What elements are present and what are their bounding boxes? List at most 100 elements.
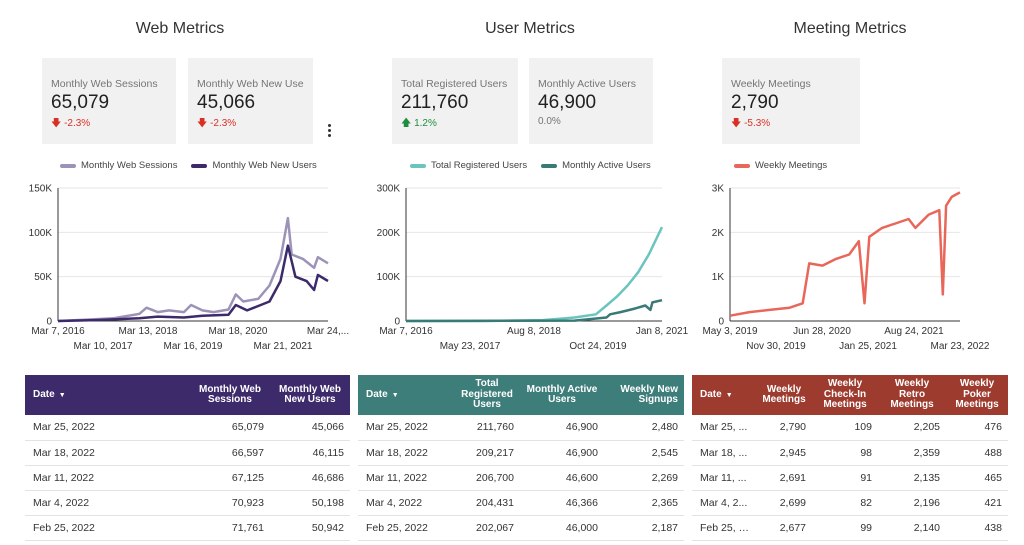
column-header[interactable]: Total Registered Users: [461, 378, 513, 411]
x-tick-label: May 23, 2017: [440, 341, 501, 352]
legend-item[interactable]: Total Registered Users: [410, 160, 527, 171]
scorecard-active-users[interactable]: Monthly Active Users 46,900 0.0%: [529, 58, 653, 144]
arrow-down-icon: 🡇: [51, 118, 62, 129]
table-cell: 2,677: [756, 515, 812, 541]
table-row[interactable]: Mar 18, 2022 66,597 46,115: [25, 440, 350, 466]
table-cell-date: Feb 25, 2...: [692, 515, 756, 541]
x-tick-label: Oct 24, 2019: [569, 341, 627, 352]
table-cell: 45,066: [270, 415, 350, 441]
legend-swatch: [191, 163, 208, 168]
column-header-date[interactable]: Date ▼: [33, 388, 66, 400]
table-cell: 2,699: [756, 490, 812, 516]
table-row[interactable]: Mar 18, ... 2,945 98 2,359 488: [692, 440, 1008, 466]
x-tick-label: Mar 23, 2022: [931, 341, 990, 352]
table-row[interactable]: Mar 25, ... 2,790 109 2,205 476: [692, 415, 1008, 441]
user-metrics-chart[interactable]: 0 100K 200K 300K Mar 7, 2016 Aug 8, 2018 Jan 8…: [360, 178, 689, 358]
legend-item[interactable]: Weekly Meetings: [734, 160, 827, 171]
scorecard-value: 65,079: [51, 92, 110, 113]
column-header[interactable]: Weekly New Signups: [620, 383, 678, 405]
column-header[interactable]: Monthly Web Sessions: [198, 383, 262, 405]
table-cell: 46,600: [520, 465, 604, 491]
scorecard-delta: 🡇 -2.3%: [197, 118, 237, 129]
table-cell-date: Mar 25, 2022: [25, 415, 190, 441]
legend-swatch: [734, 163, 750, 168]
table-cell-date: Mar 18, 2022: [25, 440, 190, 466]
series-line-1[interactable]: [405, 298, 663, 323]
table-row[interactable]: Mar 4, 2022 204,431 46,366 2,365: [358, 490, 684, 516]
web-metrics-chart[interactable]: 0 50K 100K 150K Mar 7, 2016 Mar 13, 2018 Mar 1…: [0, 178, 350, 358]
table-cell-date: Mar 25, 2022: [358, 415, 454, 441]
x-tick-label: Aug 24, 2021: [884, 326, 944, 337]
table-cell: 2,365: [604, 490, 684, 516]
sort-desc-icon[interactable]: ▼: [58, 391, 66, 399]
table-cell: 2,545: [604, 440, 684, 466]
table-cell: 421: [946, 490, 1008, 516]
x-tick-label: Mar 18, 2020: [209, 326, 268, 337]
table-cell-date: Mar 4, 2...: [692, 490, 756, 516]
table-row[interactable]: Mar 25, 2022 211,760 46,900 2,480: [358, 415, 684, 441]
table-row[interactable]: Mar 11, 2022 67,125 46,686: [25, 465, 350, 491]
table-cell: 46,000: [520, 515, 604, 541]
table-cell: 99: [812, 515, 878, 541]
web-metrics-table: Date ▼ Monthly Web Sessions Monthly Web N…: [25, 375, 350, 541]
table-row[interactable]: Mar 25, 2022 65,079 45,066: [25, 415, 350, 441]
table-row[interactable]: Feb 25, 2... 2,677 99 2,140 438: [692, 515, 1008, 541]
more-options-icon[interactable]: [328, 124, 332, 139]
column-header[interactable]: Weekly Poker Meetings: [955, 378, 999, 411]
legend-item[interactable]: Monthly Active Users: [541, 160, 651, 171]
scorecard-label: Monthly Active Users: [538, 78, 637, 90]
scorecard-registered-users[interactable]: Total Registered Users 211,760 🡅 1.2%: [392, 58, 518, 144]
meeting-metrics-table: Date ▼ Weekly Meetings Weekly Check-In Me…: [692, 375, 1008, 541]
scorecard-weekly-meetings[interactable]: Weekly Meetings 2,790 🡇 -5.3%: [722, 58, 860, 144]
meeting-metrics-chart[interactable]: 0 1K 2K 3K May 3, 2019 Jun 28, 2020 Aug 24, 20…: [690, 178, 1020, 358]
table-row[interactable]: Mar 4, 2... 2,699 82 2,196 421: [692, 490, 1008, 516]
table-row[interactable]: Feb 25, 2022 71,761 50,942: [25, 515, 350, 541]
column-header-date[interactable]: Date ▼: [700, 388, 733, 400]
y-tick-label: 1K: [712, 272, 725, 283]
legend-item[interactable]: Monthly Web New Users: [191, 160, 317, 171]
table-row[interactable]: Mar 11, ... 2,691 91 2,135 465: [692, 465, 1008, 491]
column-header[interactable]: Weekly Retro Meetings: [890, 378, 934, 411]
table-cell: 209,217: [454, 440, 520, 466]
table-cell: 82: [812, 490, 878, 516]
y-tick-label: 0: [718, 317, 724, 328]
column-header[interactable]: Weekly Meetings: [762, 383, 806, 405]
sort-desc-icon[interactable]: ▼: [391, 391, 399, 399]
scorecard-delta: 🡇 -5.3%: [731, 118, 771, 129]
table-cell: 2,140: [878, 515, 946, 541]
y-tick-label: 3K: [712, 184, 725, 195]
table-cell: 488: [946, 440, 1008, 466]
column-header-date[interactable]: Date ▼: [366, 388, 399, 400]
sort-desc-icon[interactable]: ▼: [725, 391, 733, 399]
legend-item[interactable]: Monthly Web Sessions: [60, 160, 177, 171]
table-cell: 2,205: [878, 415, 946, 441]
table-cell: 476: [946, 415, 1008, 441]
series-line-0[interactable]: [729, 191, 961, 317]
y-tick-label: 100K: [377, 272, 401, 283]
scorecard-value: 45,066: [197, 92, 256, 113]
table-cell: 2,196: [878, 490, 946, 516]
table-row[interactable]: Feb 25, 2022 202,067 46,000 2,187: [358, 515, 684, 541]
scorecard-web-new-users[interactable]: Monthly Web New Users 45,066 🡇 -2.3%: [188, 58, 313, 144]
series-line-0[interactable]: [406, 226, 664, 323]
table-cell: 98: [812, 440, 878, 466]
column-header[interactable]: Monthly Web New Users: [278, 383, 342, 405]
series-line-0[interactable]: [57, 216, 329, 323]
table-cell-date: Mar 18, ...: [692, 440, 756, 466]
table-cell: 2,480: [604, 415, 684, 441]
x-tick-label: Mar 7, 2016: [31, 326, 85, 337]
scorecard-web-sessions[interactable]: Monthly Web Sessions 65,079 🡇 -2.3%: [42, 58, 176, 144]
column-header[interactable]: Weekly Check-In Meetings: [823, 378, 867, 411]
x-tick-label: Mar 13, 2018: [119, 326, 178, 337]
scorecard-label: Monthly Web Sessions: [51, 78, 158, 90]
table-row[interactable]: Mar 18, 2022 209,217 46,900 2,545: [358, 440, 684, 466]
series-line-1[interactable]: [57, 244, 329, 323]
table-row[interactable]: Mar 4, 2022 70,923 50,198: [25, 490, 350, 516]
table-cell-date: Mar 11, ...: [692, 465, 756, 491]
y-tick-label: 0: [394, 317, 400, 328]
table-row[interactable]: Mar 11, 2022 206,700 46,600 2,269: [358, 465, 684, 491]
legend-swatch: [541, 163, 558, 168]
column-header[interactable]: Monthly Active Users: [526, 383, 598, 405]
table-cell: 2,187: [604, 515, 684, 541]
user-metrics-title: User Metrics: [485, 20, 575, 37]
